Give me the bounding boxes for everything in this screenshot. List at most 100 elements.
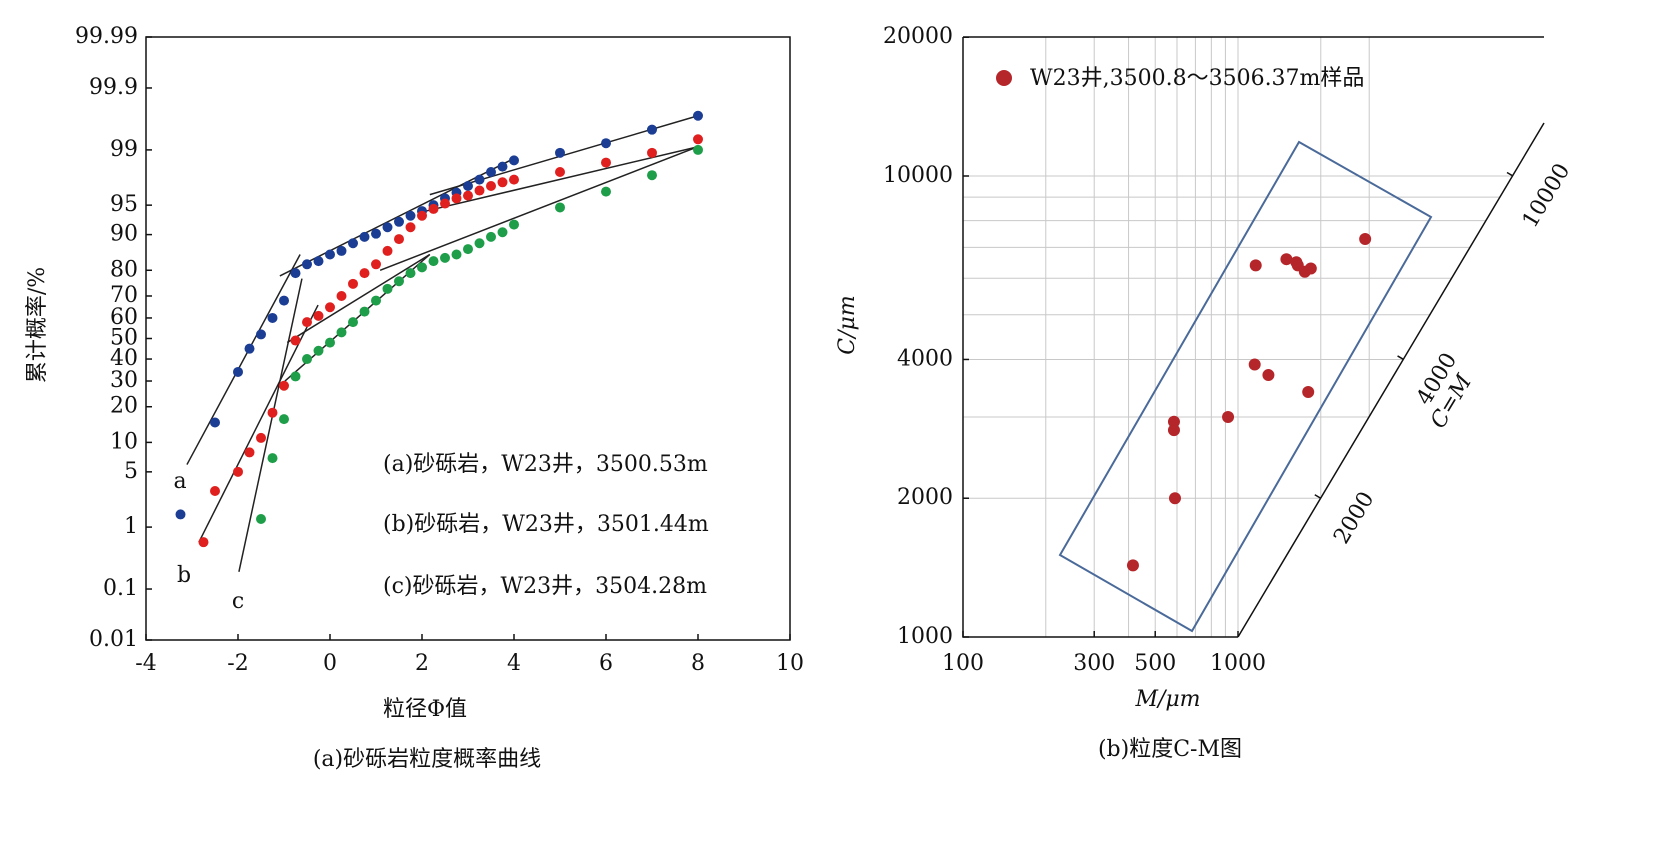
point xyxy=(486,181,496,192)
x-axis-label: M/μm xyxy=(1134,687,1200,712)
annotation: (a)砂砾岩，W23井，3500.53m xyxy=(383,452,708,477)
point xyxy=(290,335,301,346)
point xyxy=(371,228,381,239)
trend-line xyxy=(238,278,303,572)
point xyxy=(313,256,324,267)
diagonal-tick-label: 2000 xyxy=(1329,488,1379,549)
point xyxy=(693,110,703,121)
y-tick-label: 95 xyxy=(110,192,138,217)
point xyxy=(210,417,220,428)
point xyxy=(440,198,450,209)
axes xyxy=(962,37,1238,638)
point xyxy=(359,306,370,317)
point xyxy=(256,513,266,524)
point xyxy=(313,310,324,321)
point xyxy=(509,155,519,166)
point xyxy=(210,485,220,496)
point xyxy=(509,219,519,230)
point xyxy=(198,537,209,548)
point xyxy=(267,407,278,418)
y-tick-label: 90 xyxy=(110,222,138,247)
point xyxy=(394,216,404,227)
y-tick-label: 1 xyxy=(124,514,138,539)
annotation: (c)砂砾岩，W23井，3504.28m xyxy=(383,574,707,599)
point xyxy=(336,290,347,301)
y-tick-label: 30 xyxy=(110,368,138,393)
point xyxy=(428,256,439,267)
y-tick-label: 40 xyxy=(110,346,138,371)
y-axis-label: C/μm xyxy=(835,295,860,354)
cm-chart: M/μm C/μm (b)粒度C-M图 C=M 100 300 500 1000100… xyxy=(835,24,1575,762)
point xyxy=(474,238,485,249)
point xyxy=(290,371,301,382)
diagonal-tick xyxy=(1314,494,1322,499)
curve-label: b xyxy=(177,563,191,588)
point xyxy=(279,380,289,391)
caption: (b)粒度C-M图 xyxy=(1098,737,1242,762)
point xyxy=(175,509,186,520)
y-tick-label: 1000 xyxy=(897,624,953,649)
y-tick-label: 70 xyxy=(110,283,138,308)
y-tick-label: 0.1 xyxy=(103,576,138,601)
trend-line xyxy=(186,254,301,465)
point xyxy=(1359,233,1372,246)
y-axis-label: 累计概率/% xyxy=(25,267,50,383)
x-tick-label: -4 xyxy=(135,651,156,676)
point xyxy=(451,249,462,260)
point xyxy=(256,329,266,340)
point xyxy=(382,222,393,233)
point xyxy=(382,283,393,294)
point xyxy=(601,186,611,197)
x-tick-label: 4 xyxy=(507,651,521,676)
y-tick-label: 99.99 xyxy=(75,24,138,49)
legend-marker xyxy=(996,70,1012,86)
x-tick-label: 10 xyxy=(776,651,804,676)
y-tick-label: 4000 xyxy=(897,346,953,371)
x-tick-label: 6 xyxy=(599,651,613,676)
point xyxy=(474,174,485,185)
point xyxy=(302,317,312,328)
y-tick-label: 0.01 xyxy=(89,627,138,652)
point xyxy=(359,231,370,242)
y-tick-label: 20000 xyxy=(883,24,953,49)
point xyxy=(290,268,301,279)
curve-label: a xyxy=(173,469,186,494)
point xyxy=(474,185,485,196)
y-tick-label: 10000 xyxy=(883,163,953,188)
point xyxy=(313,345,324,356)
point xyxy=(463,244,473,255)
point xyxy=(497,177,508,188)
point xyxy=(428,203,439,214)
point xyxy=(486,231,496,242)
point xyxy=(405,210,416,221)
curve-label: c xyxy=(232,589,244,614)
x-tick-label: 300 xyxy=(1073,651,1115,676)
point xyxy=(256,432,266,443)
point xyxy=(486,167,496,178)
point xyxy=(463,181,473,192)
point xyxy=(348,317,358,328)
point xyxy=(693,134,703,145)
y-tick-label: 50 xyxy=(110,326,138,351)
x-tick-label: 8 xyxy=(691,651,705,676)
point xyxy=(555,202,565,213)
point xyxy=(693,144,703,155)
point xyxy=(1302,385,1315,398)
diagonal-tick-label: 10000 xyxy=(1518,159,1575,232)
trend-line xyxy=(379,146,699,271)
point xyxy=(233,466,243,477)
x-tick-label: 2 xyxy=(415,651,429,676)
point xyxy=(348,238,358,249)
point xyxy=(440,252,450,263)
y-tick-label: 80 xyxy=(110,257,138,282)
y-tick-label: 2000 xyxy=(897,485,953,510)
diagonal-tick xyxy=(1506,171,1514,177)
x-tick-label: 0 xyxy=(323,651,337,676)
point xyxy=(417,210,427,221)
point xyxy=(451,193,462,204)
point xyxy=(233,366,243,377)
point xyxy=(555,167,565,178)
y-tick-label: 60 xyxy=(110,305,138,330)
y-tick-label: 99 xyxy=(110,137,138,162)
